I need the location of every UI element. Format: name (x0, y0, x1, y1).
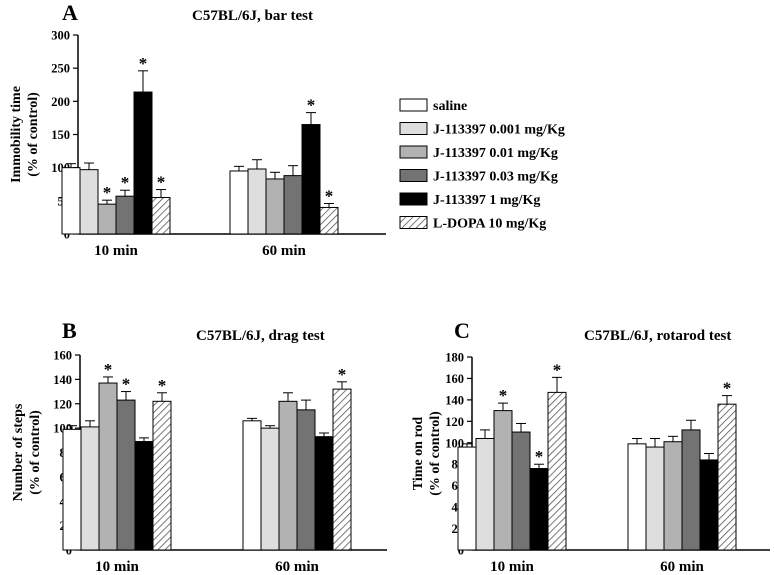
bar (152, 400, 172, 551)
x-category-label: 10 min (95, 559, 139, 575)
bar (645, 446, 665, 551)
y-tick-label: 140 (53, 373, 72, 387)
bar (134, 441, 154, 551)
bar (627, 443, 647, 551)
y-axis-label: Time on rod (% of control) (411, 411, 443, 496)
y-axis-label: Immobility time (% of control) (9, 86, 41, 183)
bar (97, 203, 117, 235)
significance-star: * (122, 375, 131, 394)
bar (319, 206, 339, 235)
panel-label: B (62, 318, 77, 343)
y-tick-label: 160 (53, 349, 72, 363)
significance-star: * (158, 376, 167, 395)
significance-star: * (157, 173, 166, 192)
panel-a-bar-test: A C57BL/6J, bar test Immobility time (% of … (9, 0, 386, 259)
y-tick-label: 300 (51, 29, 70, 43)
bar (314, 436, 334, 551)
panel-label: A (62, 0, 78, 25)
x-category-label: 60 min (660, 559, 704, 575)
x-category-label: 60 min (262, 243, 306, 259)
x-category-label: 60 min (275, 559, 319, 575)
legend-swatch (399, 169, 428, 182)
legend-swatch (399, 122, 428, 135)
y-tick-label: 160 (445, 372, 464, 386)
bar (475, 437, 495, 551)
bar (301, 124, 321, 235)
legend-swatch (399, 192, 428, 206)
legend-label: J-113397 0.03 mg/Kg (433, 170, 558, 185)
bar (663, 441, 683, 551)
bar (493, 410, 513, 551)
legend-label: J-113397 0.001 mg/Kg (433, 123, 565, 138)
legend-label: saline (433, 99, 467, 114)
panel-c-rotarod-test: C C57BL/6J, rotarod test Time on rod (% of … (411, 318, 770, 575)
panel-b-drag-test: B C57BL/6J, drag test Number of steps (% of… (11, 318, 387, 575)
legend-label: J-113397 0.01 mg/Kg (433, 146, 558, 161)
bar (247, 168, 267, 235)
significance-star: * (535, 447, 544, 466)
legend-swatch (399, 216, 428, 229)
significance-star: * (307, 96, 316, 115)
bar (62, 428, 82, 551)
y-tick-label: 180 (445, 351, 464, 365)
panel-title: C57BL/6J, rotarod test (584, 328, 731, 344)
bar (115, 195, 135, 235)
significance-star: * (103, 183, 112, 202)
bar (547, 391, 567, 551)
legend-label: L-DOPA 10 mg/Kg (433, 217, 546, 232)
bar (511, 431, 531, 551)
y-axis-label: Number of steps (% of control) (11, 403, 43, 501)
bar (278, 400, 298, 551)
bar (296, 409, 316, 551)
bar (98, 382, 118, 551)
legend-swatch (399, 145, 428, 159)
y-tick-label: 140 (445, 393, 464, 407)
x-category-label: 10 min (490, 559, 534, 575)
significance-star: * (499, 386, 508, 405)
bar (260, 427, 280, 551)
significance-star: * (121, 173, 130, 192)
bar (242, 420, 262, 551)
bar (699, 459, 719, 551)
significance-star: * (104, 360, 113, 379)
bar (717, 403, 737, 551)
bar (529, 468, 549, 551)
significance-star: * (553, 360, 562, 379)
significance-star: * (139, 54, 148, 73)
panel-label: C (454, 318, 470, 343)
bar (229, 170, 249, 235)
x-category-label: 10 min (94, 243, 138, 259)
bar (79, 169, 99, 235)
significance-star: * (325, 186, 334, 205)
bar (681, 429, 701, 551)
bar (265, 178, 285, 235)
bar (116, 399, 136, 551)
significance-star: * (723, 379, 732, 398)
legend-label: J-113397 1 mg/Kg (433, 193, 540, 208)
bar (332, 388, 352, 551)
y-tick-label: 120 (445, 415, 464, 429)
panel-title: C57BL/6J, bar test (192, 8, 313, 24)
bar (61, 167, 81, 235)
bar (283, 175, 303, 235)
bar (151, 197, 171, 235)
legend: saline J-113397 0.001 mg/Kg J-113397 0.01 … (399, 98, 565, 232)
y-tick-label: 200 (51, 95, 70, 109)
bar (133, 91, 153, 235)
bar (80, 426, 100, 551)
y-tick-label: 120 (53, 397, 72, 411)
legend-swatch (399, 98, 428, 112)
bar (457, 446, 477, 551)
significance-star: * (338, 365, 347, 384)
y-tick-label: 150 (51, 128, 70, 142)
y-tick-label: 250 (51, 62, 70, 76)
panel-title: C57BL/6J, drag test (196, 328, 325, 344)
